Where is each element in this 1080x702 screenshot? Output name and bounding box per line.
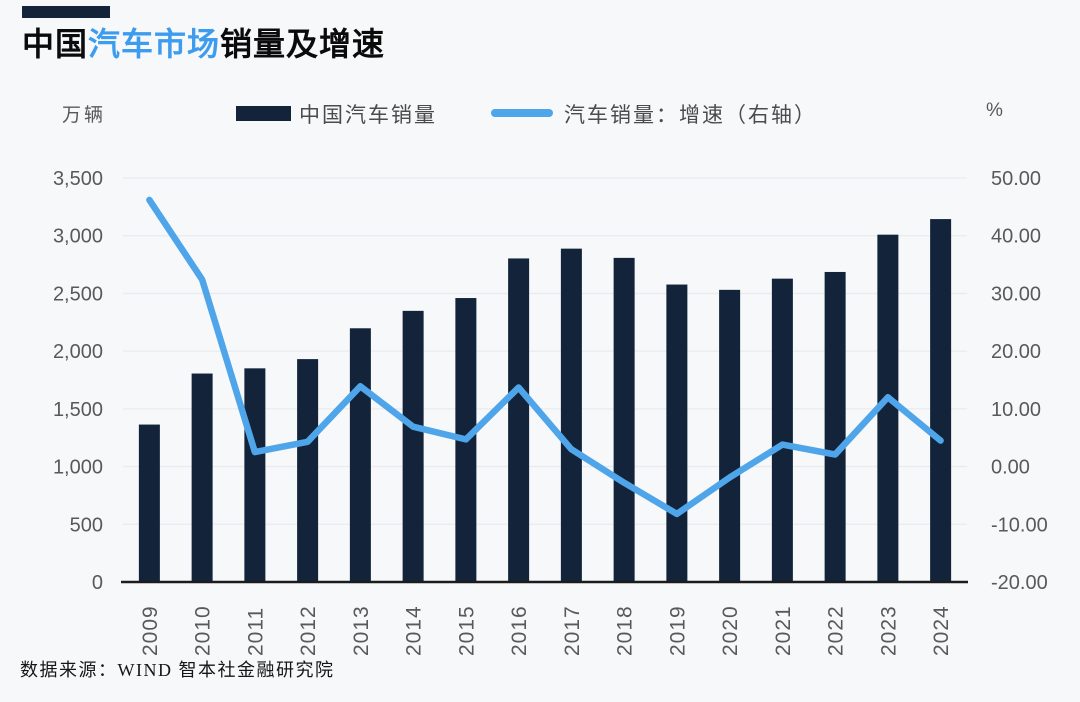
bar-2022 [824,271,846,582]
bar-series-swatch [236,106,291,121]
x-axis-label-2013: 2013 [350,605,373,656]
bar-2013 [349,328,371,582]
x-axis-label-2021: 2021 [772,605,795,656]
bar-2020 [719,289,741,582]
x-axis-label-2023: 2023 [877,605,900,656]
right-axis-tick-40.00: 40.00 [991,226,1041,248]
bar-2017 [560,248,582,583]
title-accent-rule [22,6,110,18]
bar-2011 [244,368,266,582]
x-axis-label-2011: 2011 [244,607,267,656]
x-axis-label-2010: 2010 [192,605,215,656]
bar-2010 [191,373,213,582]
left-axis-tick-500: 500 [70,514,103,536]
x-axis-label-2022: 2022 [825,605,848,656]
x-axis-label-2017: 2017 [561,605,584,656]
x-axis-label-2020: 2020 [719,605,742,656]
left-axis-tick-0: 0 [92,572,103,594]
title-part-1: 中国 [22,26,89,62]
right-axis-tick-20.00: 20.00 [991,341,1041,363]
bar-2018 [613,257,635,582]
right-axis-tick-0.00: 0.00 [991,457,1030,479]
bar-2016 [508,258,530,582]
title-part-3: 销量及增速 [220,26,386,62]
line-series-label: 汽车销量：增速（右轴） [564,103,817,127]
bar-2021 [771,278,793,582]
right-axis-tick-50.00: 50.00 [991,168,1041,190]
left-axis-tick-1000: 1,000 [53,457,103,479]
bar-2009 [138,424,160,582]
line-series-swatch [491,109,553,117]
bar-2012 [297,359,319,582]
left-axis-tick-1500: 1,500 [53,399,103,421]
right-axis-tick-10.00: 10.00 [991,399,1041,421]
right-axis-tick-30.00: 30.00 [991,283,1041,305]
data-source-note: 数据来源：WIND 智本社金融研究院 [20,660,335,680]
right-axis-unit: % [986,100,1003,121]
right-axis-tick--10.00: -10.00 [991,514,1048,536]
page-title: 中国汽车市场销量及增速 [22,24,385,64]
growth-line [146,196,944,518]
x-axis-label-2014: 2014 [403,605,426,656]
bar-2014 [402,310,424,582]
left-axis-tick-2500: 2,500 [53,283,103,305]
x-axis-label-2019: 2019 [666,605,689,656]
x-axis-label-2015: 2015 [455,605,478,656]
bar-2024 [930,219,952,582]
bar-2023 [877,234,899,583]
bar-2019 [666,284,688,582]
left-axis-tick-3000: 3,000 [53,226,103,248]
x-axis-label-2012: 2012 [297,605,320,656]
legend: 万辆 中国汽车销量 汽车销量：增速（右轴） % [0,98,1080,128]
x-axis-label-2024: 2024 [930,605,953,656]
left-axis-tick-3500: 3,500 [53,168,103,190]
x-axis-label-2016: 2016 [508,605,531,656]
left-axis-unit: 万辆 [62,105,107,126]
bar-series-label: 中国汽车销量 [299,103,437,127]
x-axis-label-2018: 2018 [614,605,637,656]
title-part-highlight: 汽车市场 [88,26,221,62]
left-axis-tick-2000: 2,000 [53,341,103,363]
right-axis-tick--20.00: -20.00 [991,572,1048,594]
x-axis-label-2009: 2009 [139,605,162,656]
